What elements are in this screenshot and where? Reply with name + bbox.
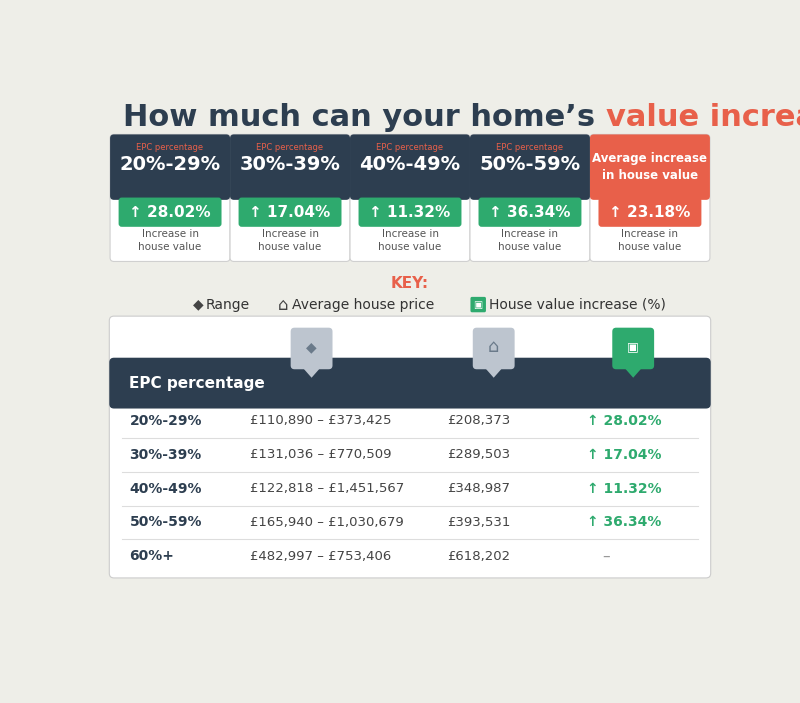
FancyBboxPatch shape (350, 134, 470, 262)
FancyBboxPatch shape (110, 358, 710, 408)
Bar (114, 398, 706, 404)
FancyBboxPatch shape (470, 134, 590, 200)
Text: ↑ 11.32%: ↑ 11.32% (586, 482, 662, 496)
Text: House value increase (%): House value increase (%) (489, 297, 666, 311)
Text: 40%-49%: 40%-49% (130, 482, 202, 496)
Text: £131,036 – £770,509: £131,036 – £770,509 (250, 449, 391, 461)
FancyBboxPatch shape (118, 198, 222, 227)
Bar (234, 190, 346, 196)
Text: 40%-49%: 40%-49% (359, 155, 461, 174)
FancyBboxPatch shape (590, 134, 710, 200)
Text: Increase in
house value: Increase in house value (378, 229, 442, 252)
Text: £289,503: £289,503 (447, 449, 510, 461)
Text: 50%-59%: 50%-59% (130, 515, 202, 529)
FancyBboxPatch shape (230, 134, 350, 200)
Text: Range: Range (206, 297, 250, 311)
Text: ↑ 17.04%: ↑ 17.04% (250, 205, 330, 219)
Text: £618,202: £618,202 (447, 550, 510, 563)
Text: ↑ 28.02%: ↑ 28.02% (586, 414, 662, 428)
Text: KEY:: KEY: (391, 276, 429, 290)
Text: 30%-39%: 30%-39% (239, 155, 341, 174)
FancyBboxPatch shape (470, 297, 486, 312)
Polygon shape (301, 366, 322, 378)
Text: EPC percentage: EPC percentage (257, 143, 323, 152)
Polygon shape (483, 366, 505, 378)
Text: ◆: ◆ (193, 297, 204, 311)
FancyBboxPatch shape (612, 328, 654, 369)
Text: £122,818 – £1,451,567: £122,818 – £1,451,567 (250, 482, 404, 495)
Text: ↑ 36.34%: ↑ 36.34% (586, 515, 661, 529)
Text: £393,531: £393,531 (447, 516, 510, 529)
Text: 50%-59%: 50%-59% (479, 155, 581, 174)
Text: £348,987: £348,987 (447, 482, 510, 495)
Text: ↑ 23.18%: ↑ 23.18% (610, 205, 690, 219)
Text: EPC percentage: EPC percentage (137, 143, 204, 152)
Text: ↑ 28.02%: ↑ 28.02% (130, 205, 211, 219)
Text: EPC percentage: EPC percentage (377, 143, 443, 152)
Text: ▣: ▣ (474, 299, 483, 309)
Text: ↑ 36.34%: ↑ 36.34% (490, 205, 570, 219)
Bar (474, 190, 586, 196)
Text: £482,997 – £753,406: £482,997 – £753,406 (250, 550, 391, 563)
Text: Increase in
house value: Increase in house value (258, 229, 322, 252)
Text: ▣: ▣ (627, 340, 639, 354)
Text: ↑ 17.04%: ↑ 17.04% (586, 448, 662, 462)
Polygon shape (622, 366, 644, 378)
Text: Increase in
house value: Increase in house value (498, 229, 562, 252)
FancyBboxPatch shape (470, 134, 590, 262)
FancyBboxPatch shape (350, 134, 470, 200)
Text: 20%-29%: 20%-29% (130, 414, 202, 428)
FancyBboxPatch shape (110, 134, 230, 200)
FancyBboxPatch shape (238, 198, 342, 227)
FancyBboxPatch shape (473, 328, 514, 369)
Text: –: – (602, 549, 610, 564)
Text: EPC percentage: EPC percentage (497, 143, 563, 152)
Text: 20%-29%: 20%-29% (119, 155, 221, 174)
Text: ◆: ◆ (306, 340, 317, 354)
Text: EPC percentage: EPC percentage (130, 375, 266, 391)
Text: £165,940 – £1,030,679: £165,940 – £1,030,679 (250, 516, 403, 529)
Text: value increase: value increase (606, 103, 800, 132)
Text: ⌂: ⌂ (278, 295, 289, 314)
FancyBboxPatch shape (590, 134, 710, 262)
Text: Average house price: Average house price (292, 297, 434, 311)
Text: £208,373: £208,373 (447, 414, 510, 427)
FancyBboxPatch shape (358, 198, 462, 227)
FancyBboxPatch shape (478, 198, 582, 227)
Text: ⌂: ⌂ (488, 338, 499, 356)
FancyBboxPatch shape (290, 328, 333, 369)
Text: Increase in
house value: Increase in house value (618, 229, 682, 252)
Text: ↑ 11.32%: ↑ 11.32% (370, 205, 450, 219)
Text: How much can your home’s: How much can your home’s (123, 103, 606, 132)
FancyBboxPatch shape (110, 316, 710, 578)
FancyBboxPatch shape (598, 198, 702, 227)
Text: 30%-39%: 30%-39% (130, 448, 202, 462)
Bar (354, 190, 466, 196)
Text: 60%+: 60%+ (130, 549, 174, 563)
Text: Increase in
house value: Increase in house value (138, 229, 202, 252)
FancyBboxPatch shape (110, 134, 230, 262)
Bar (594, 190, 706, 196)
Bar (114, 190, 226, 196)
Text: Average increase
in house value: Average increase in house value (593, 152, 707, 182)
Text: £110,890 – £373,425: £110,890 – £373,425 (250, 414, 391, 427)
FancyBboxPatch shape (230, 134, 350, 262)
